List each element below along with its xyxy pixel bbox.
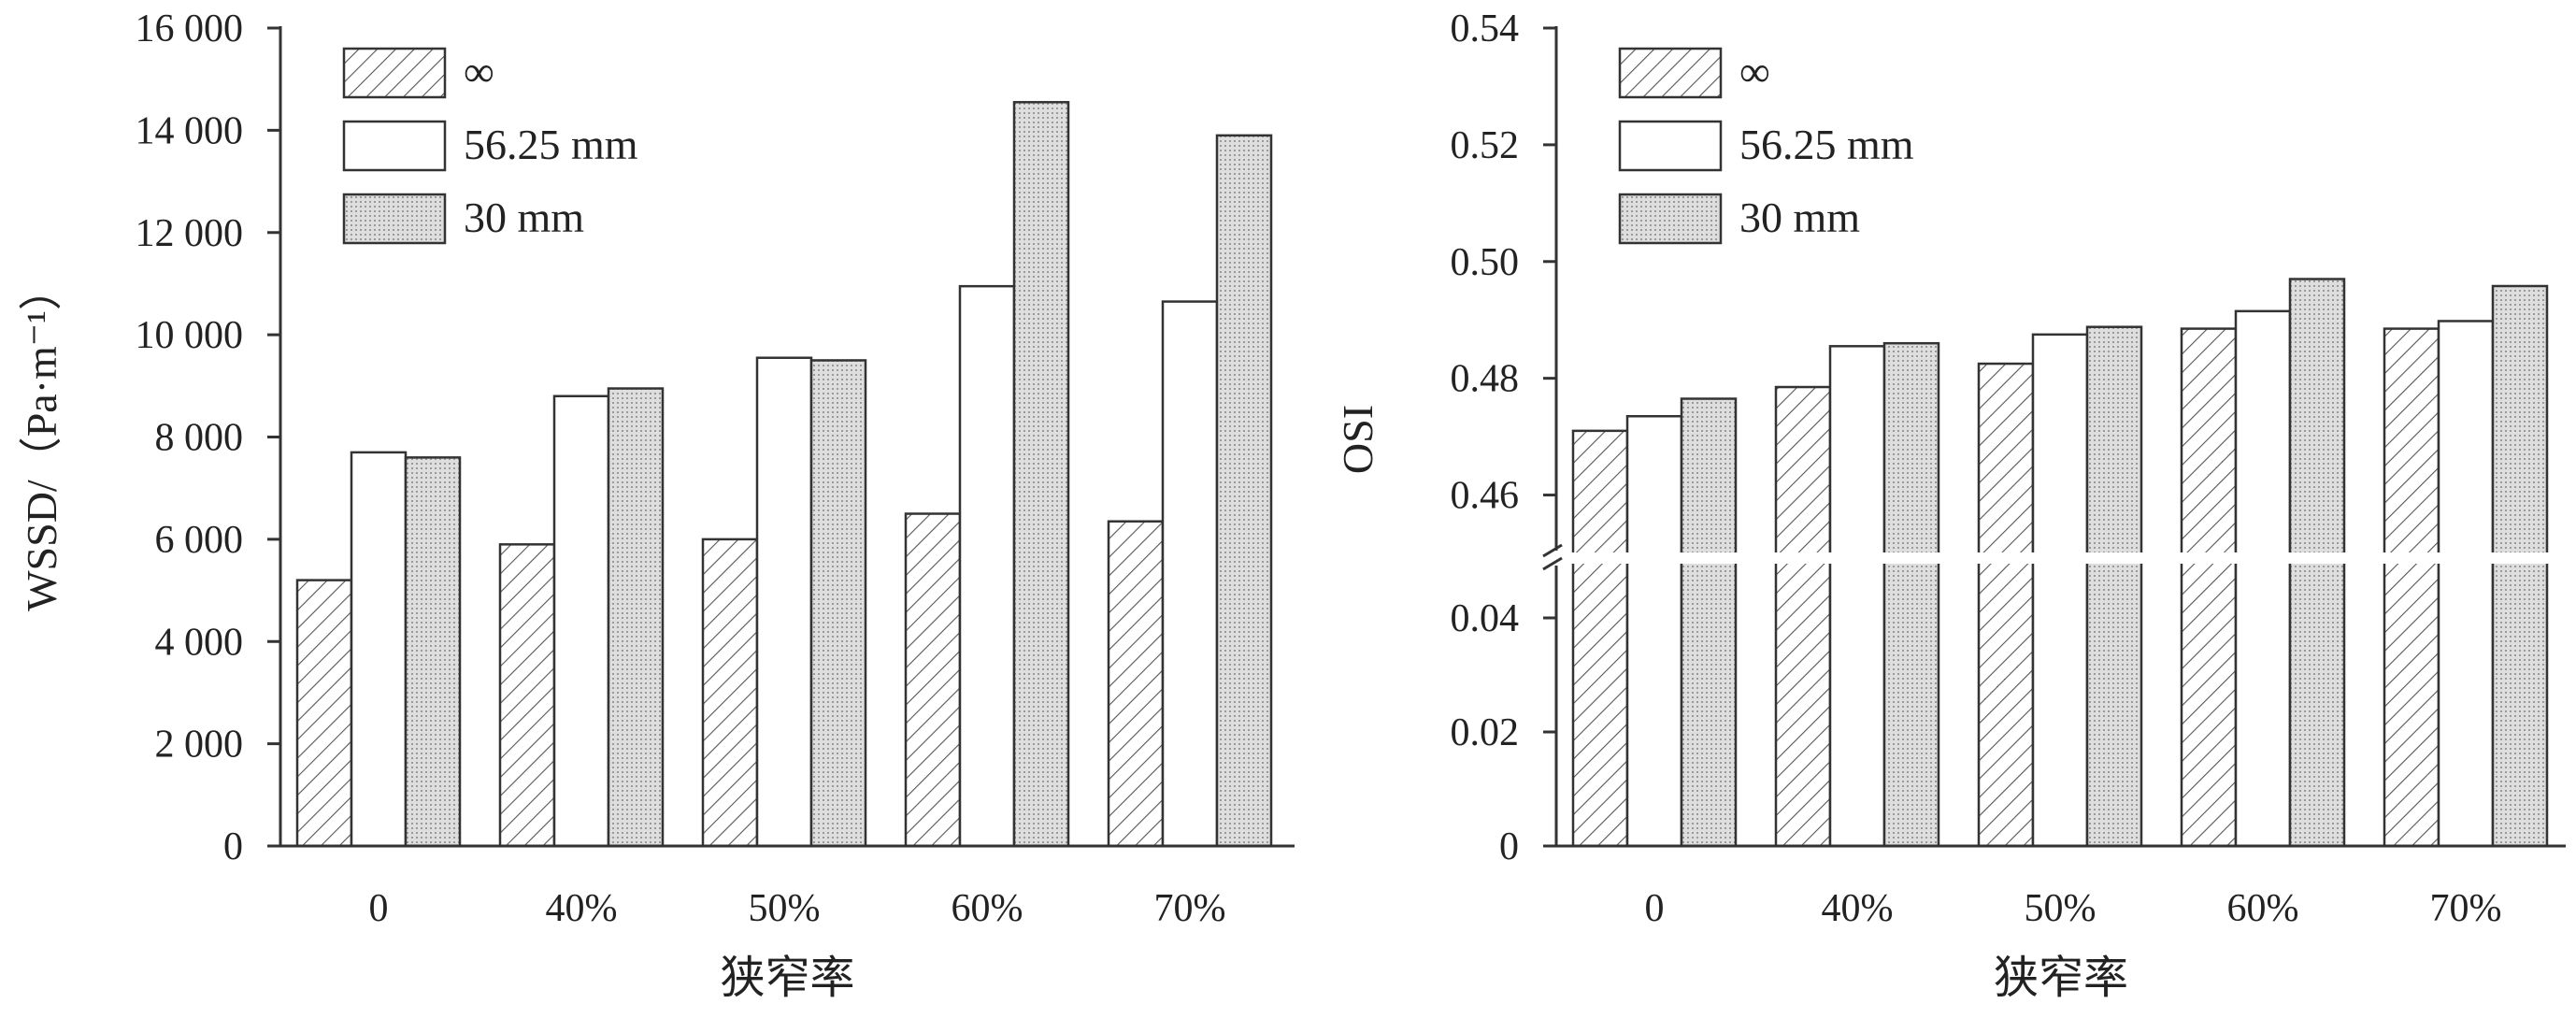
bar-30mm-70pct xyxy=(1215,134,1273,848)
bar--40pct xyxy=(1774,385,1832,848)
legend-swatch xyxy=(342,47,447,99)
chart-2: 0 40% 50% 60% 70% 0 0.02 0.04 0.46 0.48 0.50 0.52 0.… xyxy=(1334,7,2568,1003)
bar-30mm-0 xyxy=(1680,397,1738,848)
legend-label: 56.25 mm xyxy=(1739,121,1914,168)
y-tick-label: 0.52 xyxy=(1451,124,1520,167)
x-tick-label: 70% xyxy=(2430,887,2502,930)
y-tick-label: 14 000 xyxy=(136,109,244,152)
bar-30mm-0 xyxy=(404,456,462,848)
bar--50pct xyxy=(701,538,759,848)
y-tick-label: 0 xyxy=(223,825,243,868)
y-tick-label: 0 xyxy=(1499,825,1519,868)
x-tick-label: 40% xyxy=(1822,887,1894,930)
bar--40pct xyxy=(498,543,556,848)
y-axis-label: OSI xyxy=(1334,405,1381,474)
x-tick-label: 70% xyxy=(1154,887,1226,930)
bar-30mm-50pct xyxy=(2085,325,2143,848)
legend-swatch xyxy=(1618,47,1723,99)
legend-label: 56.25 mm xyxy=(464,121,638,168)
y-tick-label: 10 000 xyxy=(136,314,244,357)
bar-5625mm-40pct xyxy=(1828,345,1886,848)
bar-5625mm-0 xyxy=(350,451,408,848)
bar-30mm-40pct xyxy=(1882,341,1940,848)
bar-30mm-40pct xyxy=(607,387,665,848)
x-tick-label: 50% xyxy=(749,887,821,930)
legend-swatch xyxy=(1618,193,1723,245)
axis-break-gap xyxy=(1545,552,2568,564)
bar--70pct xyxy=(1107,520,1165,848)
x-tick-label: 50% xyxy=(2025,887,2097,930)
x-tick-label: 60% xyxy=(952,887,1023,930)
bar--0 xyxy=(295,579,353,848)
axis-break-mark xyxy=(1542,543,1563,558)
y-tick-label: 0.54 xyxy=(1451,7,1520,50)
bar--70pct xyxy=(2383,327,2440,848)
bar-5625mm-70pct xyxy=(1161,300,1219,848)
y-tick-label: 8 000 xyxy=(155,417,244,460)
x-tick-label: 60% xyxy=(2227,887,2299,930)
y-tick-label: 0.50 xyxy=(1451,241,1520,284)
legend-label: ∞ xyxy=(464,48,494,95)
legend-label: ∞ xyxy=(1739,48,1770,95)
legend-swatch xyxy=(342,120,447,172)
x-tick-label: 40% xyxy=(546,887,618,930)
legend-swatch xyxy=(1618,120,1723,172)
y-tick-label: 2 000 xyxy=(155,724,244,767)
x-tick-label: 0 xyxy=(369,887,389,930)
bar-30mm-60pct xyxy=(1012,101,1070,848)
y-tick-label: 6 000 xyxy=(155,519,244,562)
y-tick-label: 12 000 xyxy=(136,212,244,255)
y-tick-label: 16 000 xyxy=(136,7,244,50)
y-tick-label: 0.04 xyxy=(1451,597,1520,640)
y-tick-label: 4 000 xyxy=(155,621,244,664)
bar-5625mm-0 xyxy=(1625,415,1683,848)
bar-5625mm-40pct xyxy=(552,394,610,848)
y-tick-label: 0.48 xyxy=(1451,358,1520,401)
x-axis-label: 狭窄率 xyxy=(1994,953,2128,1003)
y-tick-label: 0.46 xyxy=(1451,475,1520,518)
legend: ∞ 56.25 mm 30 mm xyxy=(1618,47,1914,245)
bar--60pct xyxy=(2180,327,2238,848)
bar-5625mm-60pct xyxy=(958,284,1016,848)
bar-5625mm-50pct xyxy=(755,356,813,848)
y-tick-label: 0.02 xyxy=(1451,711,1520,754)
bar-5625mm-50pct xyxy=(2031,333,2089,848)
bar-30mm-50pct xyxy=(809,359,867,848)
bar-5625mm-70pct xyxy=(2437,320,2495,848)
y-axis-label: WSSD/（Pa·m⁻¹） xyxy=(18,267,65,611)
chart-1: 0 40% 50% 60% 70% 0 2 000 4 000 6 000 8 000 10 000… xyxy=(18,7,1295,1003)
legend-label: 30 mm xyxy=(1739,194,1860,241)
axis-break-mark xyxy=(1542,556,1563,571)
bar--60pct xyxy=(904,512,962,848)
legend-swatch xyxy=(342,193,447,245)
x-tick-label: 0 xyxy=(1645,887,1665,930)
bar--0 xyxy=(1571,429,1629,848)
bar-30mm-70pct xyxy=(2491,284,2549,848)
legend: ∞ 56.25 mm 30 mm xyxy=(342,47,638,245)
x-axis-label: 狭窄率 xyxy=(720,953,854,1003)
bar--50pct xyxy=(1977,362,2035,848)
legend-label: 30 mm xyxy=(464,194,584,241)
bar-5625mm-60pct xyxy=(2234,309,2292,848)
